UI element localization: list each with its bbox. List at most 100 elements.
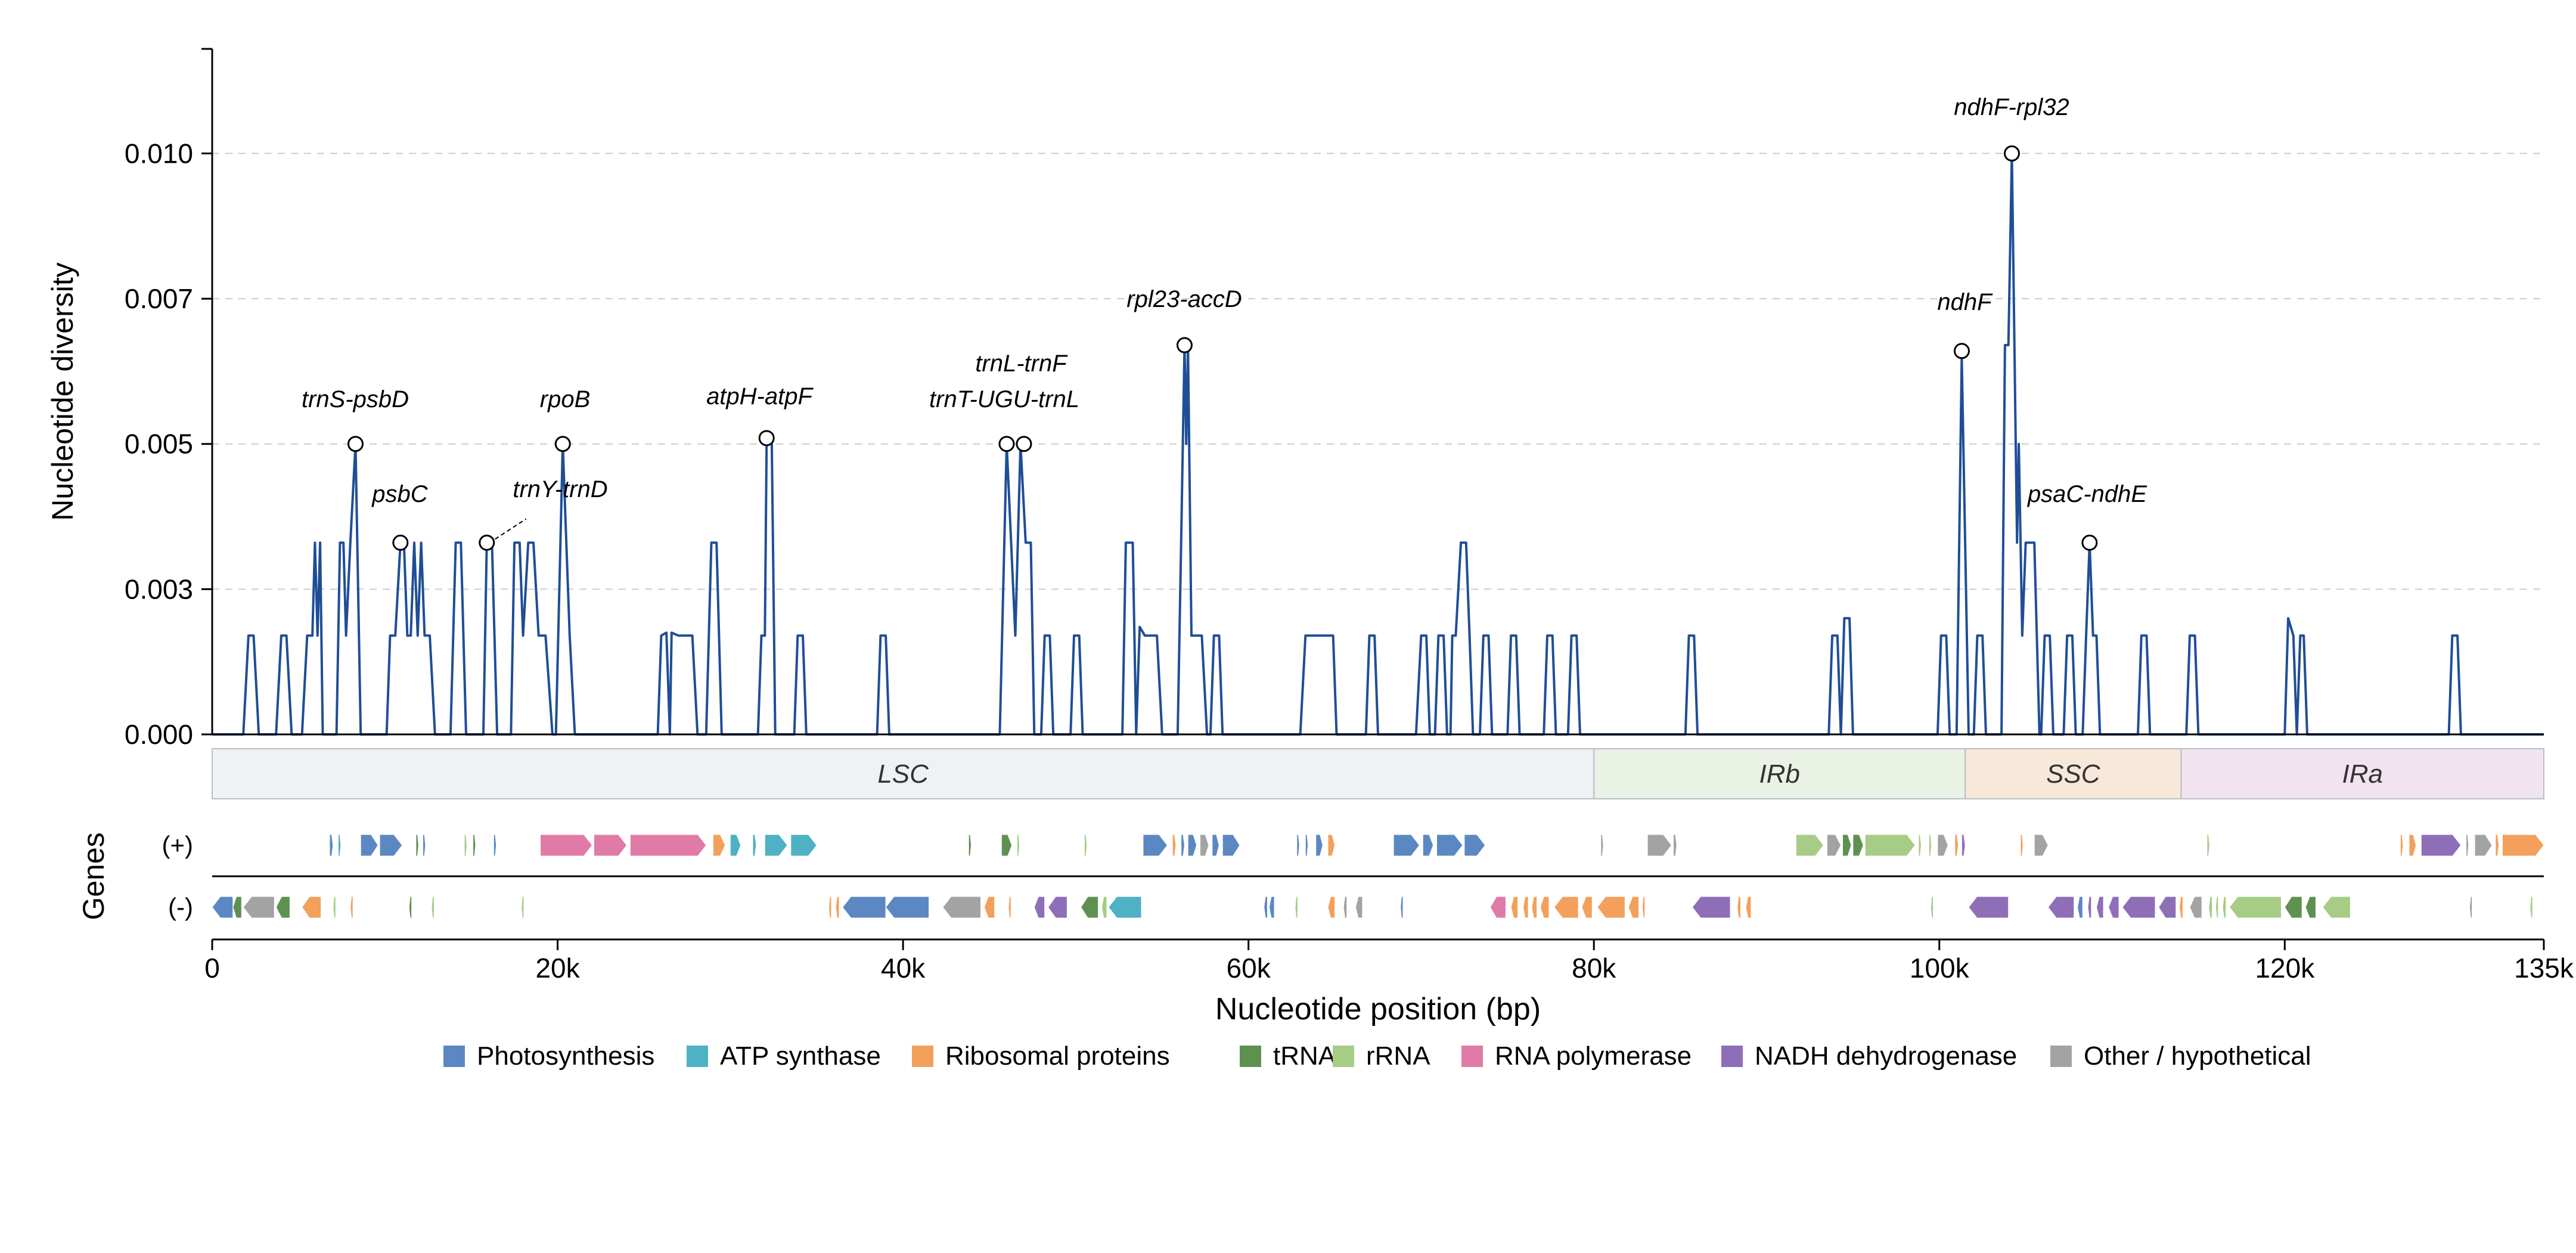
peak-marker	[758, 430, 775, 446]
gene-plus	[712, 834, 726, 857]
gene-plus	[464, 834, 467, 857]
legend-swatch	[2050, 1046, 2072, 1067]
gene-minus	[431, 896, 434, 919]
legend-label: Ribosomal proteins	[945, 1041, 1170, 1071]
legend-label: tRNA	[1273, 1041, 1336, 1071]
y-ticks: 0.000 0.003 0.005 0.007 0.010	[125, 48, 212, 750]
gene-minus	[1641, 896, 1646, 919]
peak-marker	[1953, 343, 1970, 359]
gene-plus	[1464, 834, 1486, 857]
gene-minus	[2087, 896, 2092, 919]
gene-plus	[790, 834, 817, 857]
gene-minus	[2222, 896, 2227, 919]
peak-annotations: trnS-psbD psbC trnY-trnD rpoB atpH-atpF trnT-…	[302, 94, 2147, 551]
y-tick-label: 0.000	[125, 719, 193, 750]
gene-minus	[1553, 896, 1579, 919]
gene-plus	[968, 834, 972, 857]
gene-minus	[1343, 896, 1348, 919]
peak-marker	[554, 436, 571, 452]
gene-minus	[2469, 896, 2473, 919]
gene-plus	[2502, 834, 2544, 857]
x-tick-label: 20k	[535, 953, 580, 984]
gene-minus	[333, 896, 336, 919]
gene-minus	[350, 896, 353, 919]
gene-plus	[1212, 834, 1219, 857]
gene-minus	[1081, 896, 1099, 919]
x-ticks: 0 20k 40k 60k 80k 100k 120k 135k	[204, 939, 2574, 984]
gene-minus	[1101, 896, 1107, 919]
gene-plus	[1937, 834, 1948, 857]
gene-plus	[415, 834, 419, 857]
gene-plus	[1928, 834, 1932, 857]
gene-plus	[2474, 834, 2493, 857]
gene-plus	[1673, 834, 1677, 857]
gene-minus	[212, 896, 234, 919]
x-tick-label: 40k	[881, 953, 926, 984]
gene-minus	[983, 896, 995, 919]
gene-plus	[593, 834, 628, 857]
annotation-leader	[495, 518, 527, 540]
gene-plus	[1647, 834, 1672, 857]
axes	[211, 49, 2544, 941]
gene-plus	[730, 834, 741, 857]
y-tick-label: 0.003	[125, 573, 193, 604]
gene-minus	[2108, 896, 2119, 919]
gene-plus	[2400, 834, 2404, 857]
gene-plus	[1200, 834, 1209, 857]
legend-swatch	[1240, 1046, 1261, 1067]
gene-minus	[521, 896, 524, 919]
gene-plus	[764, 834, 788, 857]
gene-plus	[338, 834, 342, 857]
gene-plus	[1222, 834, 1240, 857]
peak-label: rpoB	[540, 386, 591, 413]
gene-minus	[1108, 896, 1142, 919]
gene-minus	[1268, 896, 1275, 919]
gene-plus	[1852, 834, 1864, 857]
peak-label: trnT-UGU-trnL	[929, 386, 1079, 413]
region-label: SSC	[2046, 759, 2101, 789]
peak-label: trnL-trnF	[975, 351, 1068, 377]
y-tick-label: 0.005	[125, 429, 193, 460]
gridlines	[212, 153, 2544, 590]
gene-plus	[1315, 834, 1323, 857]
gene-plus	[2409, 834, 2417, 857]
region-label: IRb	[1759, 759, 1799, 789]
gene-minus	[1930, 896, 1934, 919]
gene-plus	[752, 834, 757, 857]
gene-minus	[1264, 896, 1268, 919]
gene-plus	[1296, 834, 1300, 857]
gene-minus	[1400, 896, 1404, 919]
gene-minus	[885, 896, 930, 919]
gene-plus	[1826, 834, 1842, 857]
gene-plus	[423, 834, 426, 857]
gene-plus	[2420, 834, 2462, 857]
legend-swatch	[1461, 1046, 1483, 1067]
peak-marker	[1016, 436, 1032, 452]
peak-marker	[1176, 337, 1193, 353]
gene-minus	[408, 896, 412, 919]
peak-marker	[2003, 145, 2020, 162]
gene-minus	[232, 896, 242, 919]
gene-plus	[1436, 834, 1463, 857]
peak-label: trnY-trnD	[513, 476, 607, 503]
legend-swatch	[1333, 1046, 1354, 1067]
gene-minus	[2189, 896, 2202, 919]
gene-minus	[2158, 896, 2177, 919]
gene-minus	[275, 896, 290, 919]
gene-plus	[2206, 834, 2210, 857]
gene-minus	[942, 896, 981, 919]
gene-plus	[1181, 834, 1185, 857]
gene-plus	[1600, 834, 1604, 857]
diversity-line	[212, 152, 2544, 736]
y-axis-label: Nucleotide diversity	[46, 262, 79, 521]
gene-minus	[243, 896, 275, 919]
x-tick-label: 135k	[2514, 953, 2574, 984]
peak-label: ndhF	[1937, 289, 1993, 315]
gene-minus	[1597, 896, 1625, 919]
gene-minus	[1531, 896, 1538, 919]
gene-plus	[1001, 834, 1013, 857]
peak-label: ndhF-rpl32	[1954, 94, 2069, 120]
gene-tracks	[212, 834, 2544, 919]
gene-plus	[1393, 834, 1420, 857]
gene-minus	[1737, 896, 1741, 919]
